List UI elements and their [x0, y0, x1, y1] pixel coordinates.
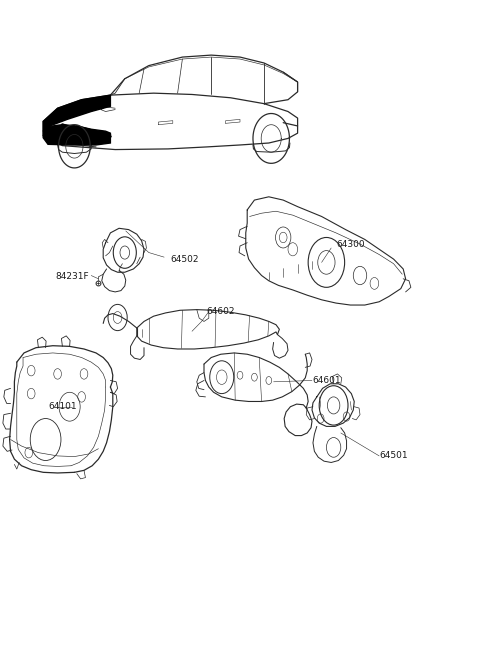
Text: 64602: 64602: [206, 307, 235, 316]
Text: 64601: 64601: [312, 376, 341, 385]
Text: 64300: 64300: [336, 239, 365, 249]
Text: 84231F: 84231F: [55, 272, 89, 281]
Polygon shape: [43, 125, 110, 145]
Text: 64101: 64101: [48, 402, 77, 411]
Text: 64501: 64501: [379, 451, 408, 461]
Polygon shape: [43, 95, 110, 131]
Text: 64502: 64502: [170, 255, 199, 264]
